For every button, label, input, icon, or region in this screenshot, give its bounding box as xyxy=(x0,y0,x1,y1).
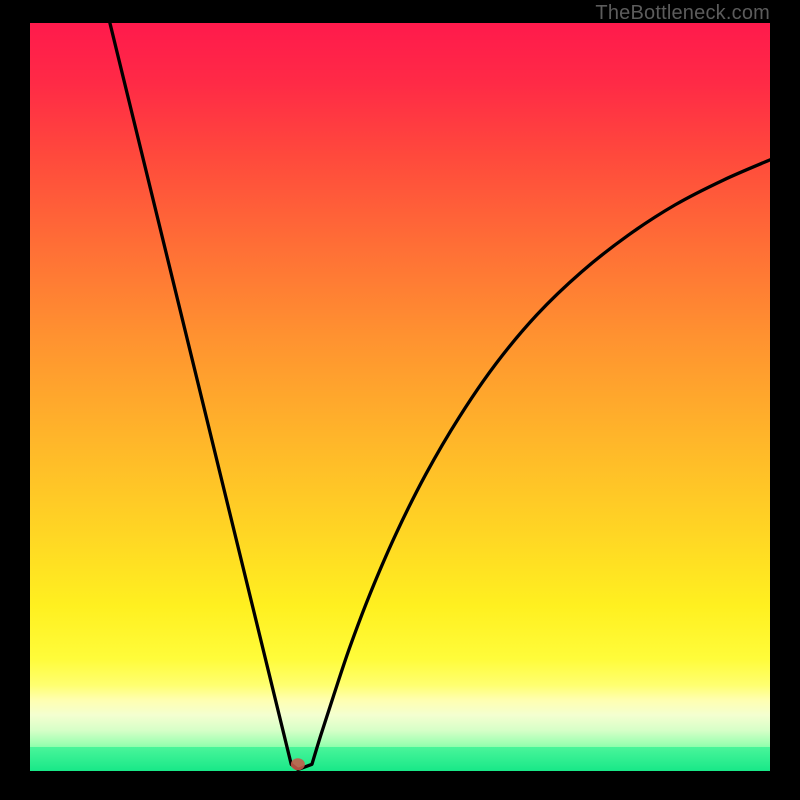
watermark-text: TheBottleneck.com xyxy=(595,2,770,25)
chart-plot-area xyxy=(30,23,770,771)
chart-frame xyxy=(30,23,770,771)
chart-green-band xyxy=(30,747,770,771)
